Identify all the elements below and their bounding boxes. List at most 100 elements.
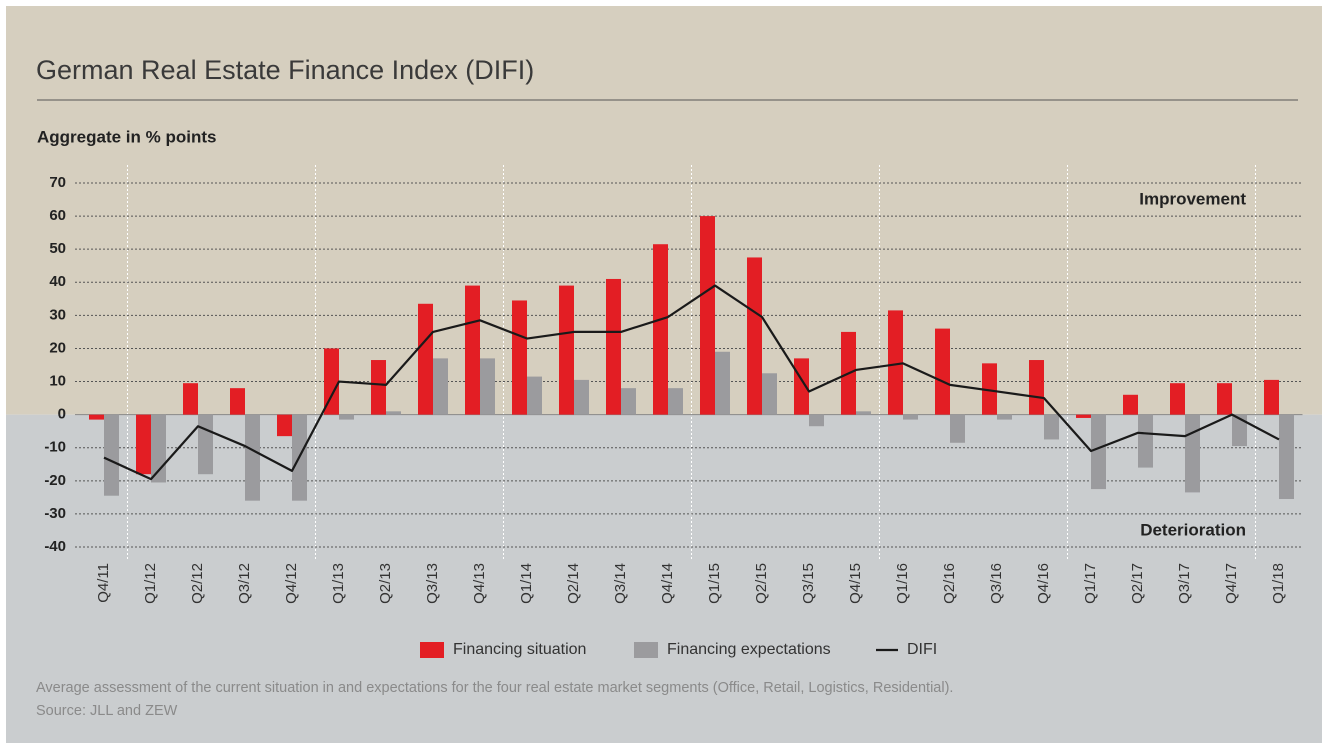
y-tick-label: 20 <box>49 339 66 356</box>
x-tick-label: Q3/17 <box>1176 563 1193 604</box>
chart-subtitle: Aggregate in % points <box>37 127 216 146</box>
x-tick-label: Q4/14 <box>659 563 676 604</box>
bar <box>1279 414 1294 500</box>
bar <box>136 414 151 475</box>
bar <box>935 328 950 415</box>
annotation: Improvement <box>1139 189 1246 208</box>
bar <box>621 388 636 415</box>
bar <box>982 363 997 415</box>
bar <box>606 278 621 415</box>
x-tick-label: Q1/15 <box>706 563 723 604</box>
bar <box>1123 394 1138 415</box>
x-tick-label: Q1/16 <box>894 563 911 604</box>
y-tick-label: 10 <box>49 373 66 390</box>
bar <box>888 310 903 415</box>
bar <box>653 244 668 415</box>
bar <box>465 285 480 415</box>
x-tick-label: Q3/13 <box>424 563 441 604</box>
x-tick-label: Q4/15 <box>847 563 864 604</box>
bar <box>89 414 104 420</box>
bar <box>1076 414 1091 418</box>
x-tick-label: Q4/13 <box>471 563 488 604</box>
bar <box>512 300 527 415</box>
bar <box>245 414 260 501</box>
y-tick-label: -20 <box>44 472 66 489</box>
bar <box>1138 414 1153 468</box>
bar <box>747 257 762 415</box>
legend-swatch <box>634 642 658 658</box>
x-tick-label: Q2/16 <box>941 563 958 604</box>
bar <box>1044 414 1059 440</box>
x-tick-label: Q2/14 <box>565 563 582 604</box>
y-tick-label: 30 <box>49 306 66 323</box>
annotation: Deterioration <box>1140 520 1246 539</box>
bar <box>198 414 213 475</box>
bar <box>574 379 589 415</box>
x-tick-label: Q3/16 <box>988 563 1005 604</box>
bar <box>371 360 386 415</box>
bar <box>856 411 871 415</box>
footnote: Average assessment of the current situat… <box>36 680 953 696</box>
x-tick-label: Q1/14 <box>518 563 535 604</box>
x-tick-label: Q2/12 <box>189 563 206 604</box>
y-tick-label: 40 <box>49 273 66 290</box>
bar <box>433 358 448 415</box>
x-tick-label: Q1/13 <box>330 563 347 604</box>
bar <box>668 388 683 415</box>
x-tick-label: Q2/13 <box>377 563 394 604</box>
y-tick-label: 60 <box>49 207 66 224</box>
x-tick-label: Q1/17 <box>1082 563 1099 604</box>
x-tick-label: Q3/14 <box>612 563 629 604</box>
y-tick-label: -40 <box>44 538 66 555</box>
bar <box>559 285 574 415</box>
bar <box>277 414 292 437</box>
y-tick-label: 0 <box>58 406 66 423</box>
bar <box>997 414 1012 420</box>
x-tick-label: Q4/12 <box>283 563 300 604</box>
x-tick-label: Q3/12 <box>236 563 253 604</box>
bar <box>1264 379 1279 415</box>
bar <box>1029 360 1044 415</box>
line <box>103 284 1280 481</box>
bar <box>700 216 715 415</box>
source: Source: JLL and ZEW <box>36 703 178 719</box>
bar <box>1091 414 1106 490</box>
legend-swatch <box>420 642 444 658</box>
x-tick-label: Q1/18 <box>1270 563 1287 604</box>
bar <box>527 376 542 415</box>
y-tick-label: -10 <box>44 439 66 456</box>
bar <box>809 414 824 427</box>
bar <box>386 411 401 415</box>
x-tick-label: Q2/15 <box>753 563 770 604</box>
bar <box>903 414 918 420</box>
chart-title: German Real Estate Finance Index (DIFI) <box>36 55 534 85</box>
bar <box>230 388 245 415</box>
y-tick-label: 70 <box>49 174 66 191</box>
x-tick-label: Q4/16 <box>1035 563 1052 604</box>
bar <box>762 373 777 415</box>
bar <box>104 414 119 496</box>
bar <box>1217 383 1232 415</box>
bar <box>1170 383 1185 415</box>
x-tick-label: Q1/12 <box>142 563 159 604</box>
bar <box>418 303 433 415</box>
x-tick-label: Q4/11 <box>95 563 112 603</box>
bar <box>1232 414 1247 447</box>
x-tick-label: Q3/15 <box>800 563 817 604</box>
bar <box>950 414 965 443</box>
legend-label: Financing expectations <box>667 641 831 658</box>
bar <box>324 348 339 415</box>
y-tick-label: 50 <box>49 240 66 257</box>
bar <box>480 358 495 415</box>
bar <box>339 414 354 420</box>
bar <box>183 383 198 415</box>
bar <box>1185 414 1200 493</box>
legend-label: Financing situation <box>453 641 586 658</box>
legend-label: DIFI <box>907 641 937 658</box>
x-tick-label: Q2/17 <box>1129 563 1146 604</box>
y-tick-label: -30 <box>44 505 66 522</box>
x-tick-label: Q4/17 <box>1223 563 1240 604</box>
bar <box>715 351 730 415</box>
